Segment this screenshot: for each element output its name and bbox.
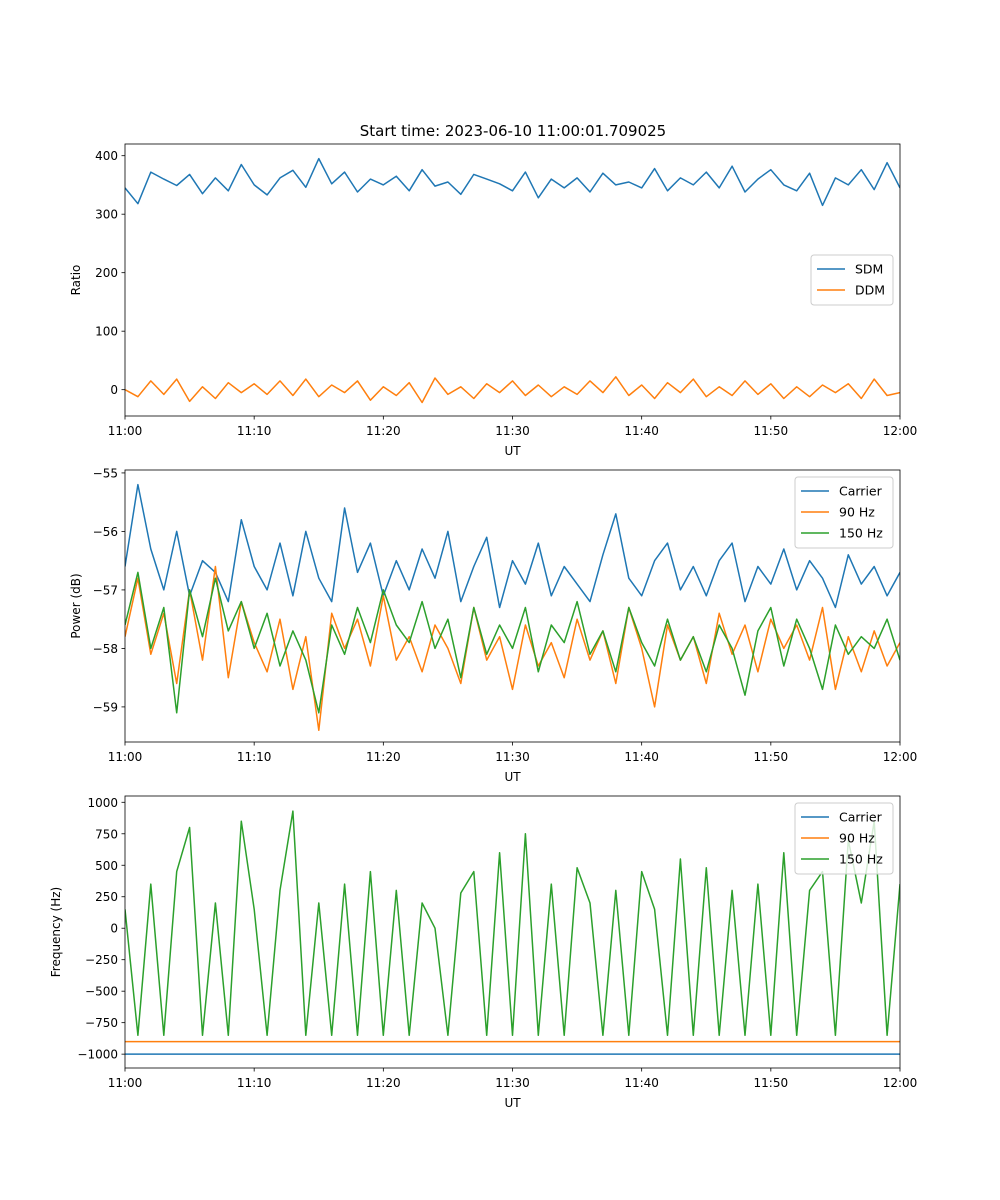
y-tick-label: −57 [93,583,118,597]
x-tick-label: 11:00 [108,1076,143,1090]
y-tick-label: 750 [95,827,118,841]
legend-box [810,254,894,306]
legend-label: 90 Hz [839,831,875,846]
x-tick-label: 11:20 [366,1076,401,1090]
x-axis-label: UT [504,770,521,784]
y-axis-label: Frequency (Hz) [49,887,63,978]
legend: SDM DDM [810,254,894,306]
x-tick-label: 11:40 [624,424,659,438]
y-tick-label: 0 [110,922,118,936]
y-axis-label: Power (dB) [69,573,83,638]
y-tick-label: −55 [93,466,118,480]
x-tick-label: 11:20 [366,750,401,764]
series-line-150-hz [125,571,900,714]
y-axis-label: Ratio [69,265,83,296]
x-tick-label: 11:30 [495,424,530,438]
legend: Carrier 90 Hz 150 Hz [794,476,894,549]
x-tick-label: 11:10 [237,750,272,764]
x-tick-label: 12:00 [883,424,918,438]
x-tick-label: 11:10 [237,424,272,438]
legend-label: Carrier [839,484,883,499]
x-tick-label: 11:50 [754,424,789,438]
y-tick-label: −500 [85,985,118,999]
y-tick-label: 500 [95,859,118,873]
x-tick-label: 11:10 [237,1076,272,1090]
y-tick-label: −56 [93,525,118,539]
series-line-ddm [125,376,900,404]
series-line-90-hz [125,565,900,732]
x-tick-label: 12:00 [883,750,918,764]
x-axis-label: UT [504,1096,521,1110]
y-tick-label: 1000 [87,796,118,810]
x-tick-label: 11:20 [366,424,401,438]
series-line-150-hz [125,810,900,1037]
legend-box [794,476,894,549]
legend-box [794,802,894,875]
series-line-sdm [125,157,900,207]
y-tick-label: 200 [95,266,118,280]
legend: Carrier 90 Hz 150 Hz [794,802,894,875]
panel-2: 11:00 11:10 11:20 11:30 11:40 11:50 12:00 UT −59… [69,466,917,784]
panel-1: 11:00 11:10 11:20 11:30 11:40 11:50 12:00 UT 0 10… [69,143,918,458]
y-tick-label: 300 [95,208,118,222]
y-tick-label: −1000 [77,1048,118,1062]
legend-label: SDM [855,262,883,277]
x-tick-label: 11:50 [754,750,789,764]
x-tick-label: 11:00 [108,424,143,438]
x-tick-label: 11:50 [754,1076,789,1090]
y-tick-label: −58 [93,642,118,656]
x-tick-label: 12:00 [883,1076,918,1090]
series-line-carrier [125,483,900,609]
legend-label: 90 Hz [839,505,875,520]
figure-title: Start time: 2023-06-10 11:00:01.709025 [360,122,666,140]
x-tick-label: 11:30 [495,750,530,764]
legend-label: Carrier [839,810,883,825]
y-tick-label: 400 [95,149,118,163]
y-tick-label: −750 [85,1016,118,1030]
legend-label: 150 Hz [839,852,883,867]
legend-label: 150 Hz [839,526,883,541]
panels: 11:00 11:10 11:20 11:30 11:40 11:50 12:00 UT 0 10… [49,143,918,1110]
y-tick-label: −250 [85,953,118,967]
x-tick-label: 11:30 [495,1076,530,1090]
y-tick-label: −59 [93,700,118,714]
y-tick-label: 0 [110,383,118,397]
x-tick-label: 11:40 [624,750,659,764]
legend-label: DDM [855,283,885,298]
x-tick-label: 11:00 [108,750,143,764]
x-axis-label: UT [504,444,521,458]
panel-3: 11:00 11:10 11:20 11:30 11:40 11:50 12:00 UT −10… [49,795,918,1110]
y-tick-label: 250 [95,890,118,904]
y-tick-label: 100 [95,325,118,339]
x-tick-label: 11:40 [624,1076,659,1090]
